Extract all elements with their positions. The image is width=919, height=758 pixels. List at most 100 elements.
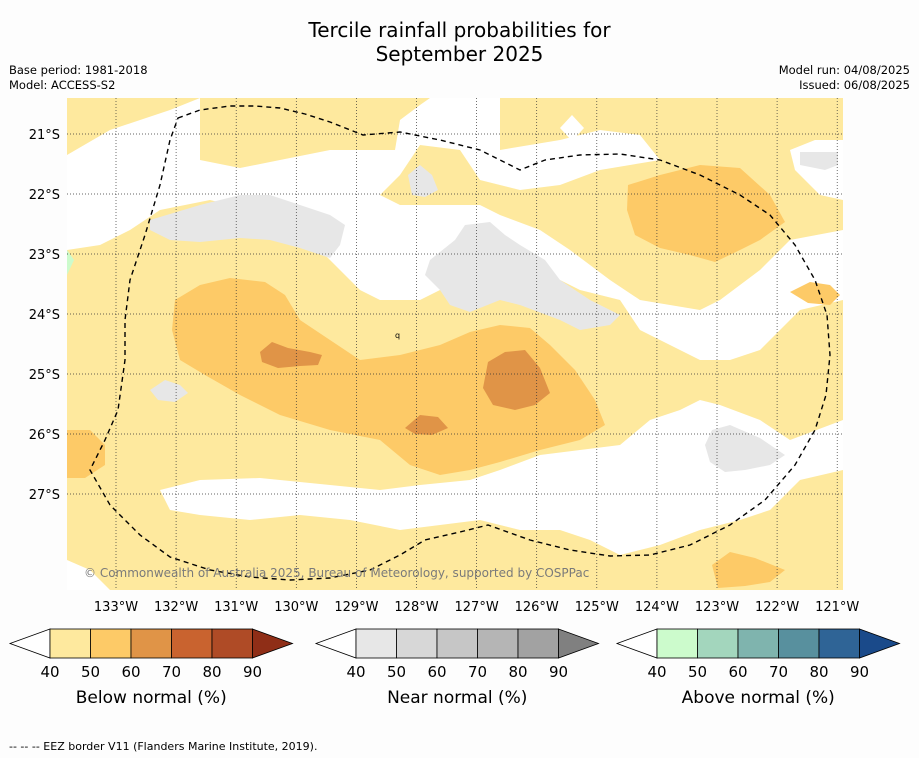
probability-fields: [67, 98, 843, 590]
colorbar-tick: 60: [427, 663, 446, 681]
colorbar-segment: [517, 628, 559, 659]
lat-label: 21°S: [29, 128, 60, 143]
lon-label: 124°W: [635, 600, 679, 615]
colorbar-tick: 70: [468, 663, 487, 681]
below-normal-50-east: [790, 282, 840, 305]
below-normal-50-south: [712, 552, 785, 588]
colorbar: 40 50 60 70 80 90 Near normal (%): [314, 628, 600, 708]
colorbar-tick: 70: [769, 663, 788, 681]
colorbar-tick: 60: [121, 663, 140, 681]
colorbar-segment: [171, 628, 213, 659]
near-normal-patch-3: [408, 165, 438, 197]
colorbar-segment: [697, 628, 739, 659]
colorbar-tick: 50: [81, 663, 100, 681]
lat-label: 27°S: [29, 488, 60, 503]
colorbar-tick: 90: [549, 663, 568, 681]
colorbar-tick: 90: [850, 663, 869, 681]
colorbar-segment: [211, 628, 253, 659]
colorbar-segment: [436, 628, 478, 659]
title-line-2: September 2025: [375, 42, 544, 66]
lon-label: 121°W: [815, 600, 859, 615]
colorbar-under: [615, 628, 658, 659]
colorbar-tick: 90: [243, 663, 262, 681]
below-normal-50-west: [67, 430, 105, 478]
neutral-region-south: [160, 400, 843, 555]
colorbar-tick: 40: [346, 663, 365, 681]
colorbar-tick: 80: [809, 663, 828, 681]
lon-label: 123°W: [695, 600, 739, 615]
colorbars: 40 50 60 70 80 90 Below normal (%) 40 50 60 70 80 90…: [8, 628, 901, 708]
contour-mark: q: [395, 331, 400, 340]
model-run: Model run: 04/08/2025: [778, 63, 910, 77]
base-period: Base period: 1981-2018: [9, 63, 148, 77]
lon-label: 125°W: [575, 600, 619, 615]
colorbar-tick: 40: [647, 663, 666, 681]
forecast-map: q 21°S 22°S 23°S 24°S 25°S 26°S 27°S 133°W 132°…: [8, 98, 901, 708]
colorbar-segment: [49, 628, 91, 659]
colorbar-tick: 40: [40, 663, 59, 681]
near-normal-patch-6: [800, 152, 838, 170]
colorbar-over: [252, 628, 294, 659]
colorbar-segment: [130, 628, 172, 659]
colorbar-tick: 50: [387, 663, 406, 681]
lat-label: 25°S: [29, 368, 60, 383]
colorbar-over: [558, 628, 600, 659]
map-title: Tercile rainfall probabilities for Septe…: [0, 18, 919, 66]
latitude-labels: 21°S 22°S 23°S 24°S 25°S 26°S 27°S: [29, 128, 60, 503]
gridlines: [67, 98, 843, 590]
colorbar-tick: 50: [688, 663, 707, 681]
below-normal-60-patch-1: [260, 342, 322, 368]
near-normal-patch-2: [425, 222, 620, 330]
meta-left: Base period: 1981-2018 Model: ACCESS-S2: [9, 63, 148, 93]
lat-label: 23°S: [29, 248, 60, 263]
lat-label: 26°S: [29, 428, 60, 443]
colorbar-title: Below normal (%): [76, 688, 227, 708]
lon-label: 128°W: [394, 600, 438, 615]
near-normal-patch-5: [705, 425, 785, 472]
model-name: Model: ACCESS-S2: [9, 78, 116, 92]
colorbar-tick: 80: [508, 663, 527, 681]
title-line-1: Tercile rainfall probabilities for: [308, 18, 611, 42]
neutral-diamond: [560, 115, 584, 141]
lon-label: 129°W: [334, 600, 378, 615]
lat-label: 24°S: [29, 308, 60, 323]
meta-right: Model run: 04/08/2025 Issued: 06/08/2025: [779, 63, 910, 93]
near-normal-patch-4: [150, 380, 188, 402]
lon-label: 131°W: [214, 600, 258, 615]
lon-label: 133°W: [94, 600, 138, 615]
colorbar-segment: [656, 628, 698, 659]
lon-label: 126°W: [515, 600, 559, 615]
below-normal-60-patch-2: [483, 350, 550, 410]
colorbar-tick: 80: [202, 663, 221, 681]
lon-label: 127°W: [455, 600, 499, 615]
colorbar-segment: [778, 628, 820, 659]
colorbar-under: [314, 628, 357, 659]
colorbar-tick: 70: [162, 663, 181, 681]
neutral-region-sw: [67, 560, 110, 590]
below-normal-50-central: [172, 278, 605, 475]
lon-label: 132°W: [154, 600, 198, 615]
copyright-text: © Commonwealth of Australia 2025, Bureau…: [84, 566, 589, 580]
colorbar-segment: [477, 628, 519, 659]
colorbar-title: Above normal (%): [682, 688, 835, 708]
colorbar: 40 50 60 70 80 90 Below normal (%): [8, 628, 294, 708]
colorbar-segment: [355, 628, 397, 659]
colorbar-segment: [396, 628, 438, 659]
lon-label: 130°W: [274, 600, 318, 615]
colorbar-tick: 60: [728, 663, 747, 681]
longitude-labels: 133°W 132°W 131°W 130°W 129°W 128°W 127°W 126°W…: [94, 600, 860, 615]
lon-label: 122°W: [755, 600, 799, 615]
colorbar-over: [859, 628, 901, 659]
eez-border: [89, 105, 831, 581]
neutral-region-north: [67, 98, 843, 360]
colorbar-title: Near normal (%): [387, 688, 527, 708]
colorbar: 40 50 60 70 80 90 Above normal (%): [615, 628, 901, 708]
colorbar-segment: [818, 628, 860, 659]
issued-date: Issued: 06/08/2025: [799, 78, 910, 92]
above-normal-sliver: [67, 250, 74, 275]
colorbar-under: [8, 628, 51, 659]
footer-note: -- -- -- EEZ border V11 (Flanders Marine…: [9, 740, 318, 753]
lat-label: 22°S: [29, 188, 60, 203]
colorbar-segment: [737, 628, 779, 659]
below-normal-60-patch-3: [405, 415, 448, 435]
